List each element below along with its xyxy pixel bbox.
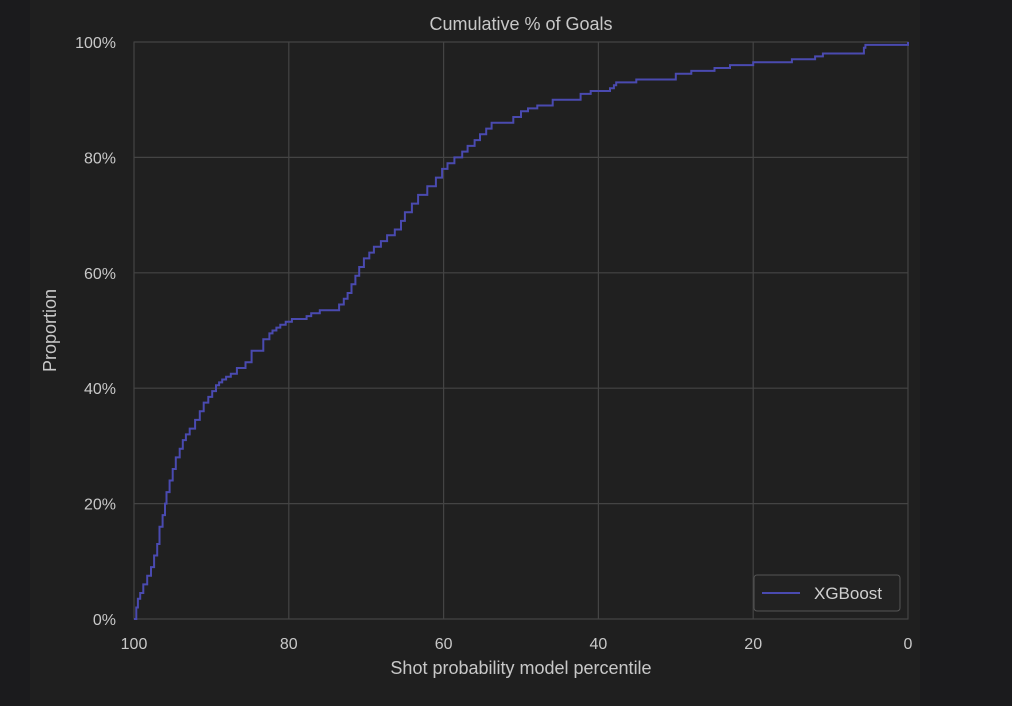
y-tick-label: 80% bbox=[84, 150, 116, 167]
legend-label-xgboost: XGBoost bbox=[814, 584, 882, 603]
series-line-xgboost bbox=[134, 42, 909, 620]
y-tick-label: 40% bbox=[84, 381, 116, 398]
y-tick-label: 20% bbox=[84, 497, 116, 514]
x-tick-label: 80 bbox=[280, 636, 298, 653]
chart-title: Cumulative % of Goals bbox=[429, 14, 612, 34]
y-tick-label: 60% bbox=[84, 266, 116, 283]
y-tick-label: 100% bbox=[75, 35, 116, 52]
y-tick-label: 0% bbox=[93, 612, 116, 629]
x-tick-label: 0 bbox=[904, 636, 913, 653]
x-axis-label: Shot probability model percentile bbox=[390, 658, 651, 678]
legend-box bbox=[753, 574, 901, 612]
grid bbox=[133, 41, 909, 620]
axes: 100 80 60 40 20 0 0% 20% 40% 60% 80% 100% bbox=[75, 35, 912, 653]
plot-area bbox=[133, 41, 909, 620]
legend: XGBoost bbox=[753, 574, 901, 612]
x-tick-label: 60 bbox=[435, 636, 453, 653]
x-tick-label: 40 bbox=[590, 636, 608, 653]
x-tick-label: 20 bbox=[744, 636, 762, 653]
x-tick-label: 100 bbox=[121, 636, 148, 653]
series-layer bbox=[134, 42, 909, 620]
y-axis-label: Proportion bbox=[40, 289, 60, 372]
